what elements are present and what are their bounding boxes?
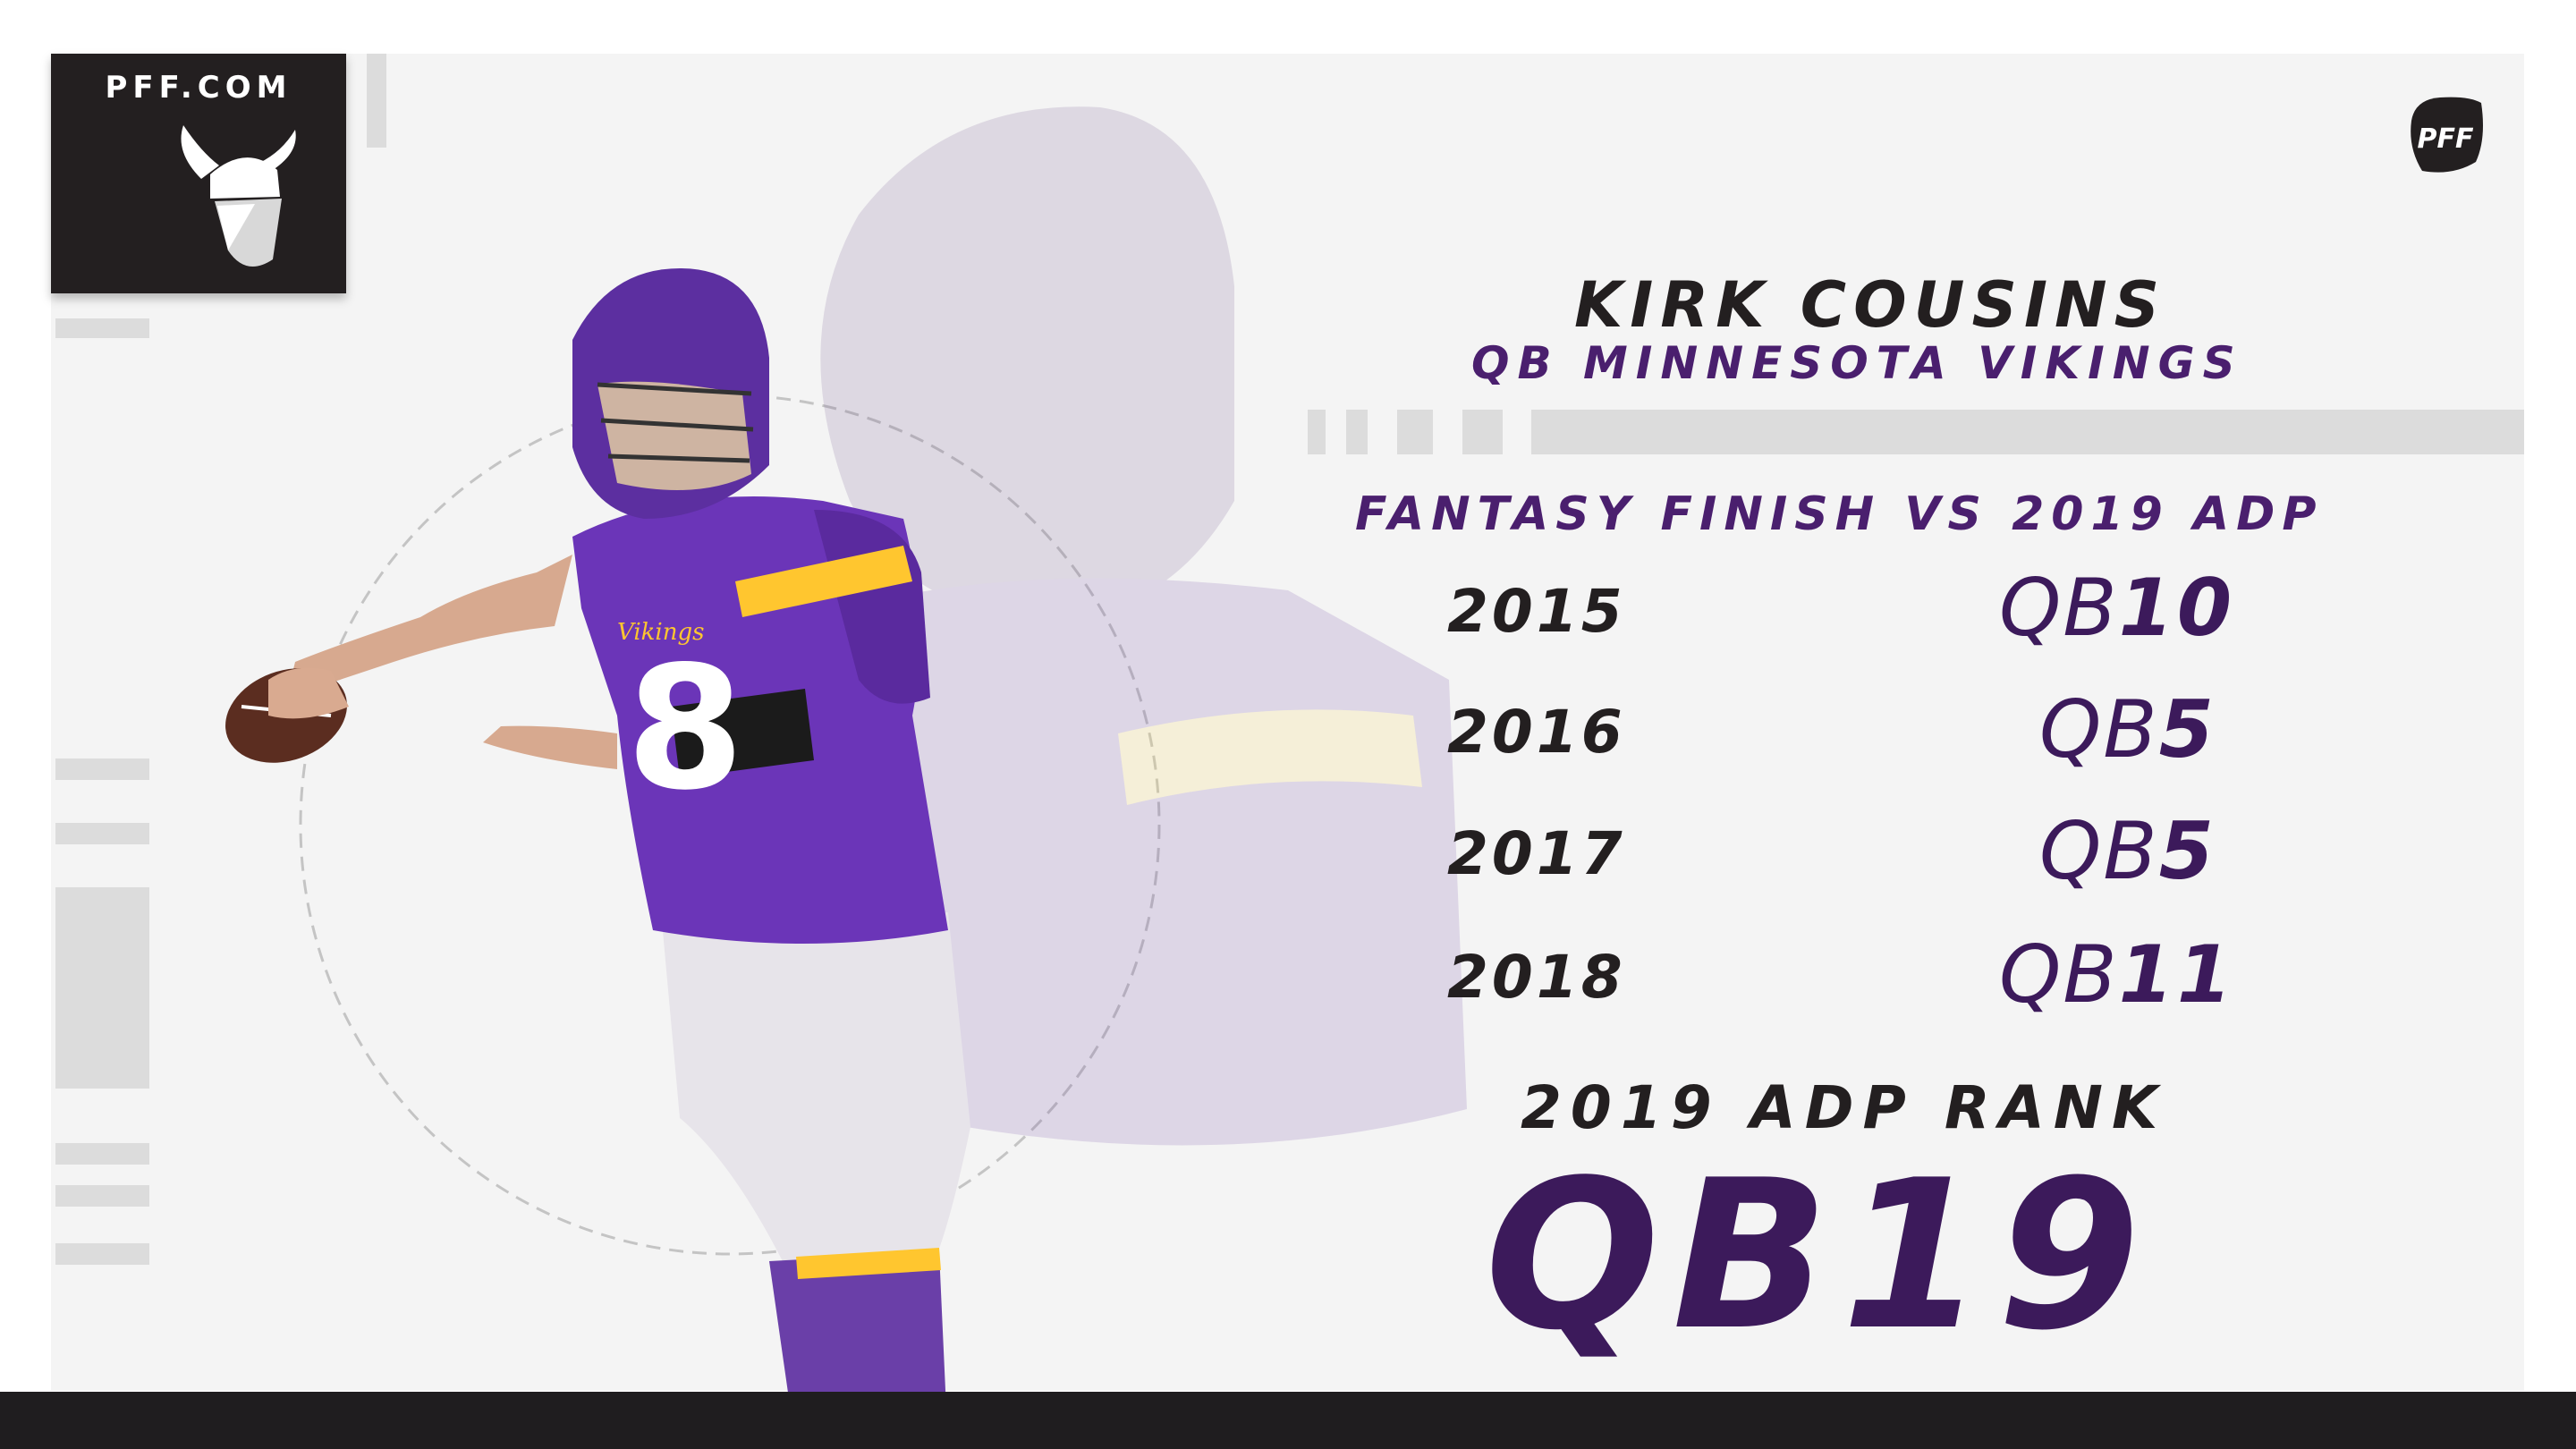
divider-bar (1531, 410, 2524, 454)
deco-block (55, 887, 149, 1089)
svg-text:PFF: PFF (2418, 123, 2474, 155)
adp-label: 2019 ADP RANK (1521, 1073, 2167, 1142)
player-name: KIRK COUSINS (1574, 268, 2166, 342)
jersey-wordmark: Vikings (617, 619, 704, 646)
adp-value: QB19 (1485, 1137, 2153, 1376)
divider-dash (1397, 410, 1433, 454)
player-subtitle: QB MINNESOTA VIKINGS (1471, 337, 2243, 389)
finish-year: 2017 (1447, 819, 1626, 888)
background-panel (51, 54, 2524, 1391)
deco-bar (55, 823, 149, 844)
brand-box: PFF.COM (51, 54, 346, 293)
deco-bar (55, 1243, 149, 1265)
finish-rank: QB5 (2039, 805, 2217, 897)
jersey-number: 8 (626, 630, 744, 827)
divider-dash (1346, 410, 1368, 454)
divider-dash (1462, 410, 1503, 454)
site-label: PFF.COM (105, 70, 292, 106)
deco-bar (55, 318, 149, 338)
divider-dash (1308, 410, 1326, 454)
section-title: FANTASY FINISH VS 2019 ADP (1355, 487, 2324, 541)
deco-bar (55, 1185, 149, 1207)
bottom-bar (0, 1392, 2576, 1449)
finish-year: 2018 (1447, 943, 1626, 1012)
finish-rank: QB5 (2039, 683, 2217, 775)
player-figure: 8 Vikings (225, 268, 970, 1449)
finish-year: 2016 (1447, 698, 1626, 767)
deco-bar (55, 758, 149, 780)
pff-badge-icon: PFF (2411, 97, 2483, 173)
deco-bar (55, 1143, 149, 1165)
deco-bar (367, 54, 386, 148)
finish-year: 2015 (1447, 577, 1626, 646)
finish-rank: QB10 (1999, 562, 2236, 654)
dashed-ring (299, 394, 1161, 1256)
finish-rank: QB11 (1999, 928, 2236, 1021)
vikings-head-icon (181, 125, 296, 267)
